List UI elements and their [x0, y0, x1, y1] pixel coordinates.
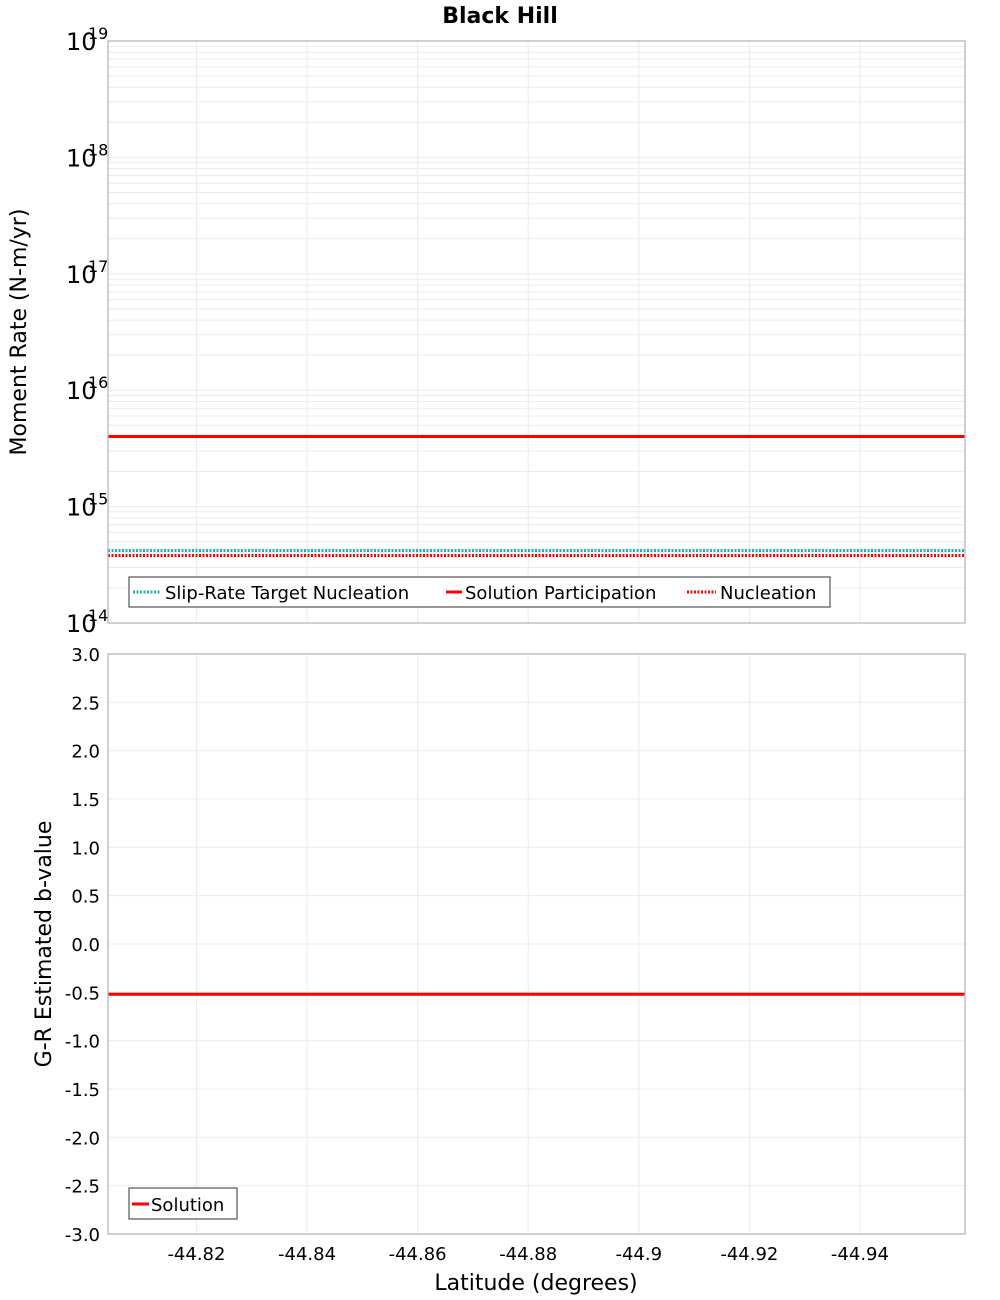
y-tick-exponent: 18	[88, 140, 108, 159]
x-tick-label: -44.92	[720, 1244, 778, 1265]
y-tick-exponent: 19	[88, 24, 108, 43]
y-tick-label: 0.5	[71, 887, 100, 908]
x-tick-labels: -44.82 -44.84 -44.86 -44.88 -44.9 -44.92 -44.9…	[167, 1244, 889, 1265]
y-tick-label: 3.0	[71, 645, 100, 666]
y-tick-exponent: 14	[88, 606, 108, 625]
y-tick-label: -1.0	[65, 1032, 100, 1053]
y-tick-label: 0.0	[71, 935, 100, 956]
top-legend: Slip-Rate Target Nucleation Solution Par…	[129, 577, 830, 607]
legend-label-solution-participation: Solution Participation	[465, 583, 656, 604]
bottom-legend: Solution	[129, 1188, 237, 1219]
y-tick-label: -3.0	[65, 1225, 100, 1246]
y-tick-label: -2.0	[65, 1128, 100, 1149]
y-tick-label: 2.0	[71, 742, 100, 763]
chart-title: Black Hill	[442, 4, 558, 29]
y-tick-exponent: 15	[88, 490, 108, 509]
legend-label-solution: Solution	[151, 1195, 224, 1216]
x-tick-label: -44.86	[389, 1244, 447, 1265]
y-tick-label: -1.5	[65, 1080, 100, 1101]
top-plot-area	[108, 41, 965, 623]
y-tick-exponent: 16	[88, 373, 108, 392]
legend-label-slip-rate-target: Slip-Rate Target Nucleation	[165, 583, 409, 604]
bottom-y-tick-labels: 3.0 2.5 2.0 1.5 1.0 0.5 0.0 -0.5 -1.0 -1.5 -2.0 -2.…	[65, 645, 100, 1246]
legend-label-nucleation: Nucleation	[720, 583, 816, 604]
x-tick-label: -44.88	[499, 1244, 557, 1265]
x-tick-label: -44.84	[278, 1244, 336, 1265]
top-y-axis-label: Moment Rate (N-m/yr)	[7, 209, 32, 456]
y-tick-label: 1.0	[71, 838, 100, 859]
y-tick-label: 2.5	[71, 693, 100, 714]
y-tick-exponent: 17	[88, 257, 108, 276]
top-y-tick-labels: 101910181017101610151014	[66, 24, 108, 638]
bottom-panel: 3.0 2.5 2.0 1.5 1.0 0.5 0.0 -0.5 -1.0 -1.5 -2.0 -2.…	[32, 645, 965, 1296]
y-tick-label: 1.5	[71, 790, 100, 811]
bottom-y-axis-label: G-R Estimated b-value	[32, 821, 57, 1068]
chart-canvas: Black Hill 101910181017101610151014 Mome…	[0, 0, 1000, 1300]
top-panel: 101910181017101610151014 Moment Rate (N-…	[7, 24, 965, 638]
y-tick-label: -0.5	[65, 983, 100, 1004]
x-tick-label: -44.9	[615, 1244, 662, 1265]
y-tick-label: -2.5	[65, 1177, 100, 1198]
x-tick-label: -44.82	[167, 1244, 225, 1265]
x-axis-label: Latitude (degrees)	[434, 1271, 637, 1296]
x-tick-label: -44.94	[831, 1244, 889, 1265]
